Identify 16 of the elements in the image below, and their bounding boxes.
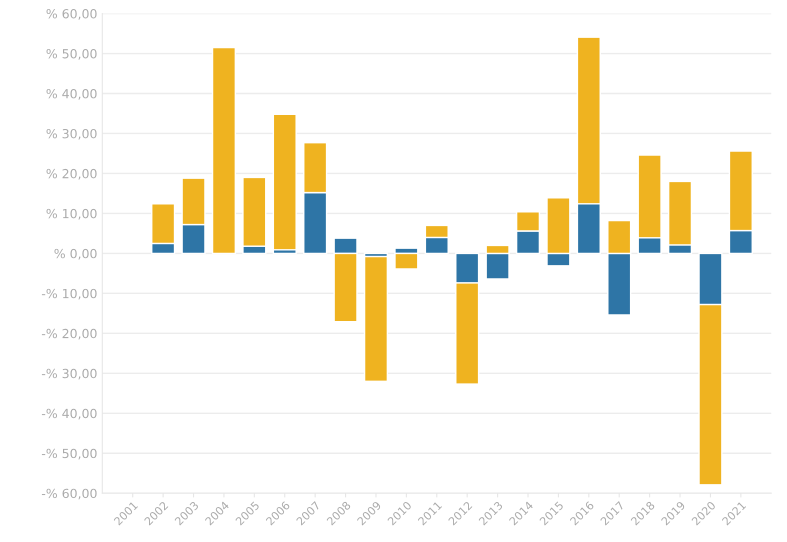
y-tick-label: % 60,00 [46, 9, 97, 20]
bar [212, 46, 236, 254]
y-tick-label: % 20,00 [46, 168, 97, 180]
y-tick-label: -% 50,00 [42, 448, 97, 460]
bar [364, 256, 388, 382]
y-tick-label: -% 40,00 [42, 408, 97, 420]
y-tick-label: -% 20,00 [42, 328, 97, 340]
bar [272, 114, 297, 250]
y-tick-label: % 50,00 [46, 48, 97, 60]
y-tick-label: % 40,00 [46, 88, 97, 100]
y-tick-label: -% 30,00 [42, 368, 97, 380]
y-tick-label: % 30,00 [46, 128, 97, 140]
y-tick-label: % 0,00 [54, 248, 97, 260]
y-tick-label: -% 60,00 [42, 488, 97, 500]
y-tick-label: -% 10,00 [42, 288, 97, 300]
y-tick-label: % 10,00 [46, 208, 97, 220]
